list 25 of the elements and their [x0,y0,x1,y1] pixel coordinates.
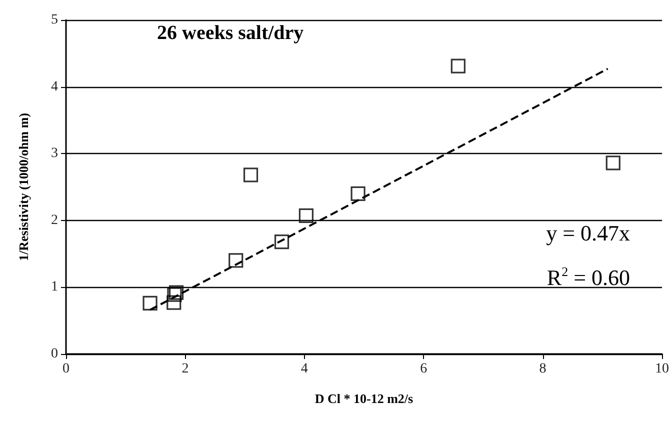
x-tick-label: 6 [420,362,428,376]
x-tick-label: 8 [539,362,546,376]
annotation: y = 0.47x [546,220,630,246]
point [606,156,620,170]
x-tick-label: 2 [182,362,189,376]
y-tick-label: 4 [51,79,58,94]
x-tick-label: 4 [300,362,308,376]
point [298,208,314,224]
chart-title: 26 weeks salt/dry [157,22,304,44]
y-tick-label: 5 [51,12,58,28]
point [243,168,258,182]
y-tick-label: 3 [51,146,58,162]
x-axis-title: D Cl * 10-12 m2/s [314,391,414,406]
y-tick-label: 0 [51,346,58,362]
point [142,296,158,311]
point [274,234,290,250]
x-tick-label: 10 [655,362,669,376]
y-tick-label: 1 [51,280,58,295]
point [166,295,182,310]
point [350,186,366,201]
point [450,58,466,74]
x-tick-label: 0 [62,362,70,376]
y-axis-title: 1/Resistivity (1000/ohm m) [16,112,31,262]
y-tick-label: 2 [51,212,58,228]
point [228,253,244,268]
